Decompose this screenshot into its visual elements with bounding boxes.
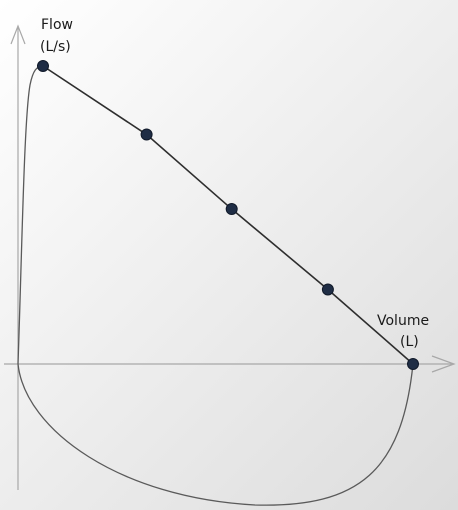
x-axis-label: Volume: [377, 313, 429, 329]
expiratory-upstroke: [17, 65, 44, 365]
series-line: [42, 65, 414, 365]
data-point-3: [225, 203, 238, 216]
data-point-5: [407, 358, 419, 370]
data-point-1: [37, 60, 49, 72]
x-axis-unit: (L): [400, 334, 419, 350]
y-axis-label: Flow: [41, 17, 73, 33]
y-axis-arrow: [10, 24, 26, 45]
y-axis-unit: (L/s): [40, 39, 71, 55]
x-axis-arrow: [431, 355, 456, 373]
flow-series: [37, 60, 419, 370]
data-point-4: [321, 283, 334, 296]
data-point-2: [140, 128, 153, 141]
inspiratory-curve: [17, 363, 414, 506]
